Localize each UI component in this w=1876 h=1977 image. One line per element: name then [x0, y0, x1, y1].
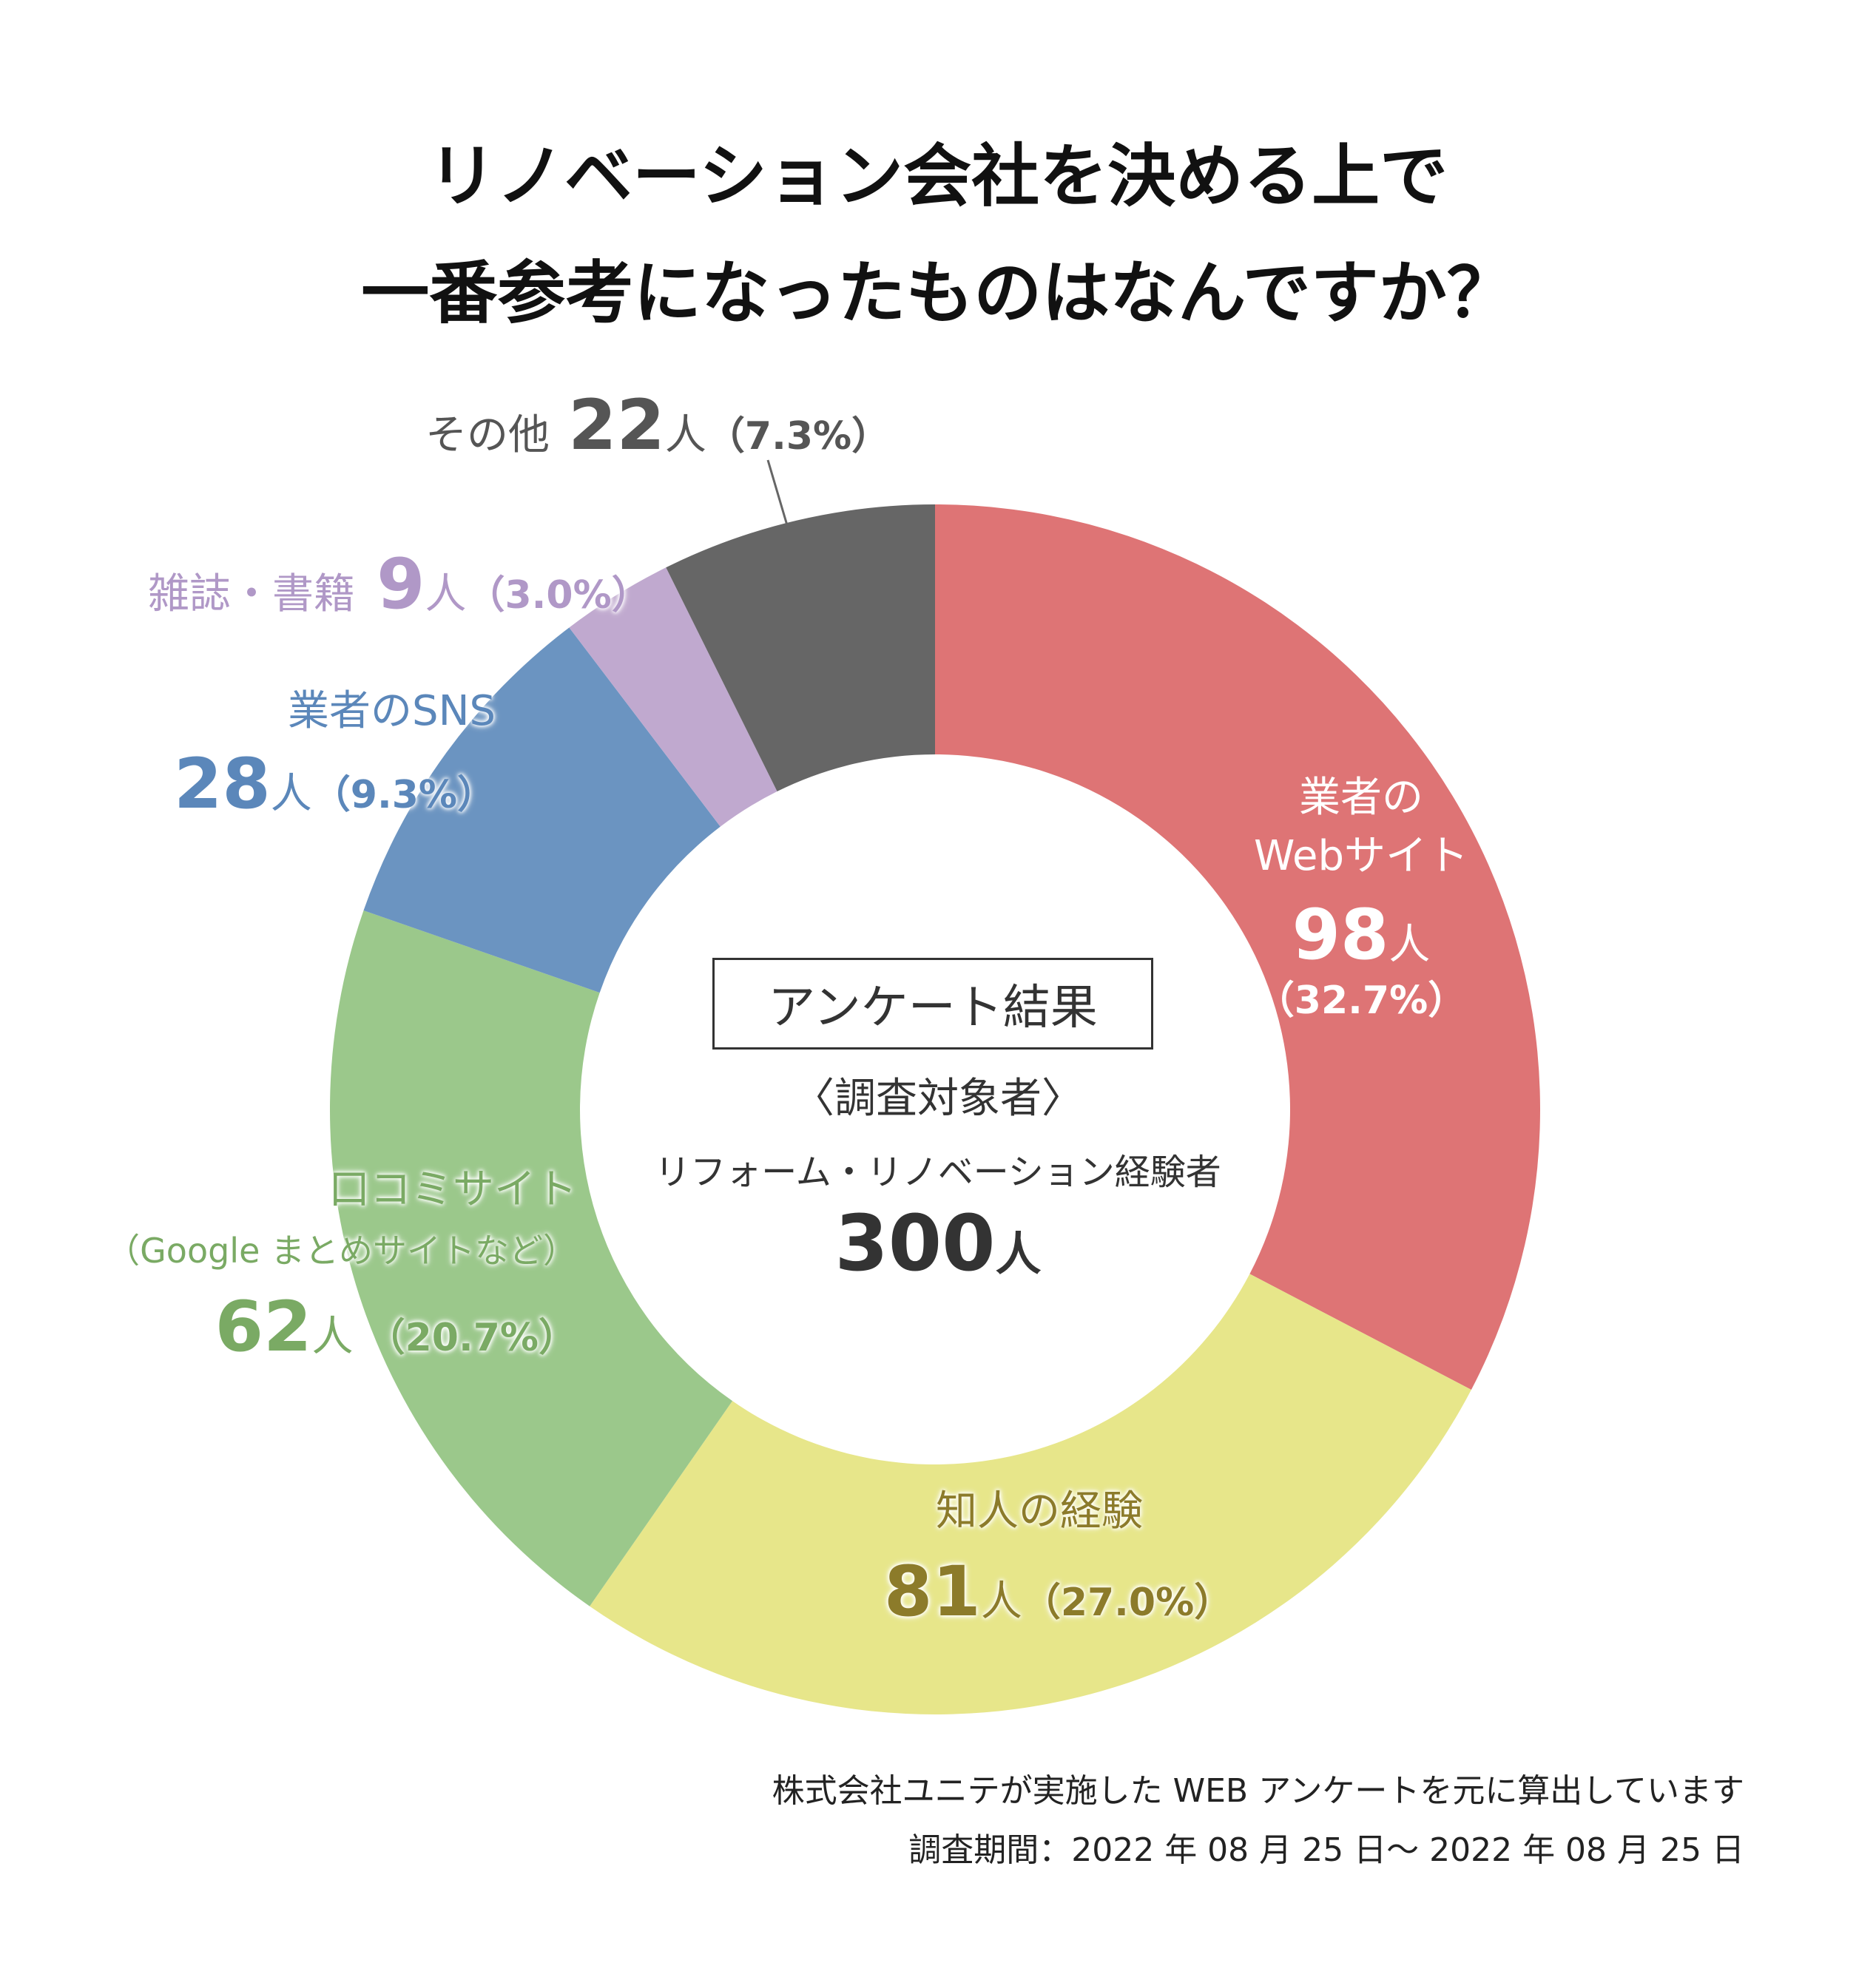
slice-review [329, 910, 733, 1606]
web-label-value: 98人 [1243, 894, 1479, 978]
footer-period: 調査期間：2022 年 08 月 25 日〜 2022 年 08 月 25 日 [908, 1831, 1744, 1869]
friend-label: 知人の経験 81人（27.0%） [884, 1487, 1232, 1635]
sns-label-value: 28人（9.3%） [148, 743, 496, 827]
slice-magazine [569, 567, 777, 827]
review-label-name1: 口コミサイト [328, 1166, 577, 1214]
magazine-value: 9 [377, 544, 425, 625]
friend-unit: 人 [980, 1578, 1022, 1626]
web-label-name1: 業者の [1299, 774, 1423, 822]
friend-value: 81 [884, 1552, 981, 1633]
sns-percent: （9.3%） [311, 773, 496, 818]
slice-web [935, 504, 1541, 1390]
web-unit: 人 [1389, 921, 1431, 970]
other-label: その他 22人（7.3%） [425, 385, 890, 468]
chart-title-line2: 一番参考になったものはなんですか？ [361, 254, 1515, 333]
magazine-percent: （3.0%） [466, 573, 650, 618]
web-percent: （32.7%） [1255, 979, 1467, 1024]
other-leader-line [766, 459, 789, 526]
review-label-value: 62人 （20.7%） [89, 1286, 577, 1370]
survey-target-label: 〈調査対象者〉 [793, 1075, 1083, 1123]
review-label-name2: （Google まとめサイトなど） [106, 1231, 577, 1271]
chart-title: リノベーション会社を決める上で 一番参考になったものはなんですか？ [0, 118, 1876, 352]
web-label: 業者の Webサイト 98人 （32.7%） [1243, 773, 1479, 1024]
friend-label-name: 知人の経験 [936, 1487, 1143, 1535]
magazine-label-name: 雑誌・書籍 [148, 570, 355, 618]
magazine-label: 雑誌・書籍 9人（3.0%） [148, 544, 650, 627]
web-value: 98 [1292, 895, 1389, 976]
sns-label-name: 業者のSNS [288, 687, 496, 735]
other-unit: 人 [664, 411, 706, 459]
survey-target-desc: リフォーム・リノベーション経験者 [655, 1152, 1221, 1193]
magazine-unit: 人 [425, 570, 467, 618]
other-label-name: その他 [425, 411, 550, 459]
survey-total-unit: 人 [995, 1227, 1042, 1281]
review-label: 口コミサイト （Google まとめサイトなど） 62人 （20.7%） [89, 1165, 577, 1370]
slice-sns [363, 627, 721, 993]
footer-source: 株式会社ユニテが実施した WEB アンケートを元に算出しています [772, 1772, 1744, 1810]
friend-label-value: 81人（27.0%） [884, 1551, 1232, 1635]
survey-result-label: アンケート結果 [768, 981, 1098, 1035]
web-label-name2: Webサイト [1253, 832, 1469, 881]
review-percent: （20.7%） [353, 1316, 577, 1361]
other-percent: （7.3%） [706, 414, 891, 459]
review-value: 62 [215, 1287, 312, 1368]
survey-total: 300人 [568, 1198, 1308, 1288]
sns-label: 業者のSNS 28人（9.3%） [148, 686, 496, 827]
slice-friend [590, 1274, 1471, 1714]
survey-total-number: 300 [834, 1198, 996, 1288]
chart-title-line1: リノベーション会社を決める上で [428, 137, 1448, 216]
sns-unit: 人 [270, 770, 312, 819]
friend-percent: （27.0%） [1022, 1581, 1233, 1626]
slice-other [666, 504, 935, 792]
review-unit: 人 [311, 1313, 354, 1362]
survey-result-box: アンケート結果 [712, 958, 1153, 1050]
sns-value: 28 [173, 744, 271, 825]
other-value: 22 [568, 385, 665, 466]
